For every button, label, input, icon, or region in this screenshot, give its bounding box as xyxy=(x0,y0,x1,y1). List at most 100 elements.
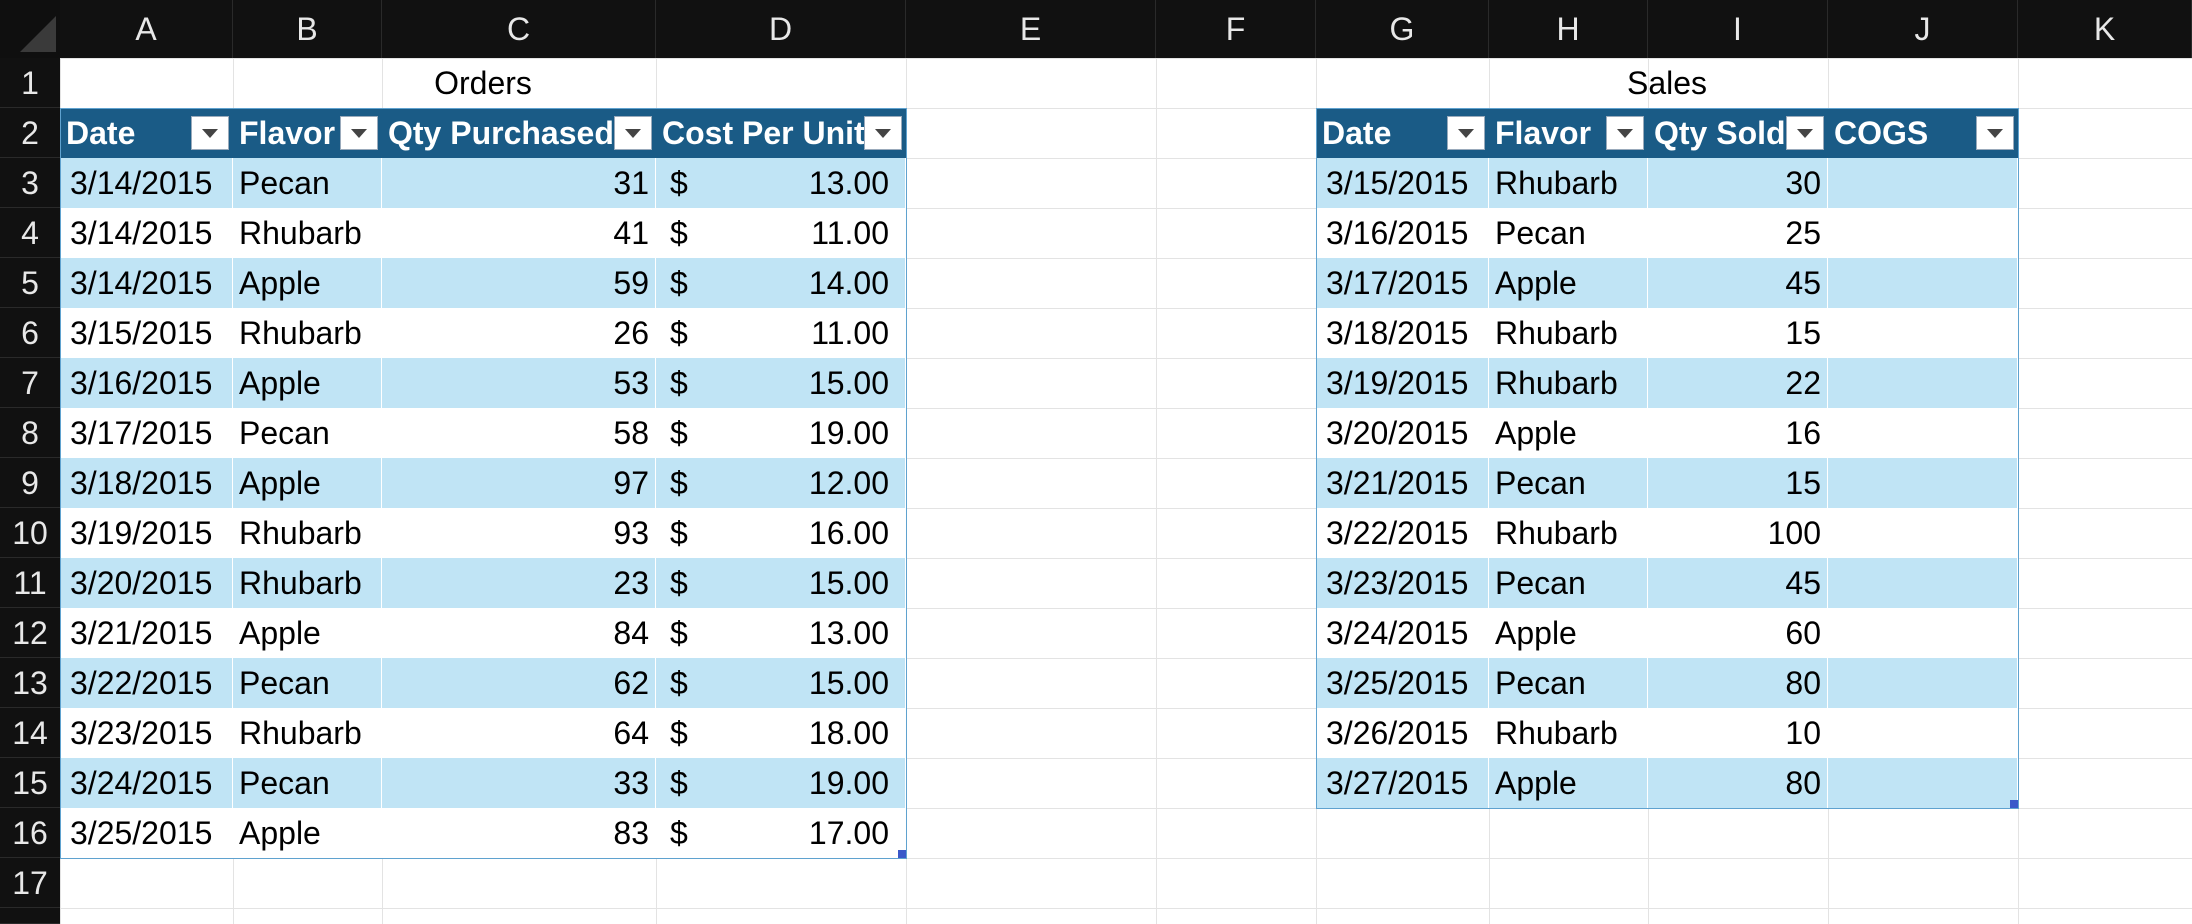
sales-cell[interactable]: 3/20/2015 xyxy=(1316,408,1489,458)
orders-cell[interactable]: 59 xyxy=(382,258,656,308)
orders-cell[interactable]: $17.00 xyxy=(656,808,906,858)
sales-cell[interactable]: Apple xyxy=(1489,258,1648,308)
row-header-9[interactable]: 9 xyxy=(0,458,60,508)
sales-cell[interactable]: 3/26/2015 xyxy=(1316,708,1489,758)
sales-cell[interactable]: 10 xyxy=(1648,708,1828,758)
sales-cell[interactable]: Pecan xyxy=(1489,458,1648,508)
orders-cell[interactable]: 3/14/2015 xyxy=(60,208,233,258)
row-header-11[interactable]: 11 xyxy=(0,558,60,608)
table-resize-handle-icon[interactable] xyxy=(2010,800,2018,808)
sales-cell[interactable]: 3/18/2015 xyxy=(1316,308,1489,358)
sales-cell[interactable]: Apple xyxy=(1489,758,1648,808)
orders-cell[interactable]: Pecan xyxy=(233,408,382,458)
orders-cell[interactable]: Apple xyxy=(233,808,382,858)
sales-cell[interactable]: 80 xyxy=(1648,658,1828,708)
orders-cell[interactable]: 3/15/2015 xyxy=(60,308,233,358)
column-header-j[interactable]: J xyxy=(1828,0,2018,58)
sales-cell[interactable] xyxy=(1828,308,2018,358)
sales-cell[interactable]: 30 xyxy=(1648,158,1828,208)
filter-dropdown-icon[interactable] xyxy=(340,116,378,150)
orders-cell[interactable]: $11.00 xyxy=(656,308,906,358)
row-header-16[interactable]: 16 xyxy=(0,808,60,858)
sales-cell[interactable]: Rhubarb xyxy=(1489,508,1648,558)
orders-cell[interactable]: 31 xyxy=(382,158,656,208)
column-header-f[interactable]: F xyxy=(1156,0,1316,58)
orders-cell[interactable]: 3/21/2015 xyxy=(60,608,233,658)
filter-dropdown-icon[interactable] xyxy=(1976,116,2014,150)
sales-cell[interactable]: Apple xyxy=(1489,608,1648,658)
row-header-14[interactable]: 14 xyxy=(0,708,60,758)
sales-cell[interactable]: Apple xyxy=(1489,408,1648,458)
orders-cell[interactable]: $15.00 xyxy=(656,558,906,608)
orders-cell[interactable]: 3/24/2015 xyxy=(60,758,233,808)
sales-cell[interactable]: Rhubarb xyxy=(1489,358,1648,408)
orders-cell[interactable]: 3/16/2015 xyxy=(60,358,233,408)
sales-cell[interactable] xyxy=(1828,758,2018,808)
sales-cell[interactable]: 100 xyxy=(1648,508,1828,558)
row-header-8[interactable]: 8 xyxy=(0,408,60,458)
sales-cell[interactable]: 3/16/2015 xyxy=(1316,208,1489,258)
orders-cell[interactable]: Rhubarb xyxy=(233,308,382,358)
sales-cell[interactable]: 80 xyxy=(1648,758,1828,808)
orders-cell[interactable]: Rhubarb xyxy=(233,558,382,608)
sales-cell[interactable]: Pecan xyxy=(1489,558,1648,608)
orders-cell[interactable]: 3/17/2015 xyxy=(60,408,233,458)
row-header-6[interactable]: 6 xyxy=(0,308,60,358)
column-header-e[interactable]: E xyxy=(906,0,1156,58)
filter-dropdown-icon[interactable] xyxy=(1606,116,1644,150)
row-header-10[interactable]: 10 xyxy=(0,508,60,558)
orders-cell[interactable]: Apple xyxy=(233,458,382,508)
column-header-b[interactable]: B xyxy=(233,0,382,58)
row-header-3[interactable]: 3 xyxy=(0,158,60,208)
orders-cell[interactable]: 83 xyxy=(382,808,656,858)
sales-cell[interactable] xyxy=(1828,358,2018,408)
sales-cell[interactable]: Pecan xyxy=(1489,208,1648,258)
sales-cell[interactable]: Rhubarb xyxy=(1489,708,1648,758)
filter-dropdown-icon[interactable] xyxy=(864,116,902,150)
sales-cell[interactable]: 3/22/2015 xyxy=(1316,508,1489,558)
orders-cell[interactable]: $13.00 xyxy=(656,158,906,208)
orders-cell[interactable]: Rhubarb xyxy=(233,508,382,558)
sales-cell[interactable]: 15 xyxy=(1648,308,1828,358)
orders-cell[interactable]: Apple xyxy=(233,358,382,408)
sales-cell[interactable]: 60 xyxy=(1648,608,1828,658)
sales-cell[interactable]: 16 xyxy=(1648,408,1828,458)
filter-dropdown-icon[interactable] xyxy=(1786,116,1824,150)
orders-cell[interactable]: $19.00 xyxy=(656,758,906,808)
column-header-i[interactable]: I xyxy=(1648,0,1828,58)
column-header-c[interactable]: C xyxy=(382,0,656,58)
orders-cell[interactable]: 23 xyxy=(382,558,656,608)
sales-cell[interactable] xyxy=(1828,708,2018,758)
orders-cell[interactable]: 3/25/2015 xyxy=(60,808,233,858)
orders-cell[interactable]: 3/14/2015 xyxy=(60,158,233,208)
orders-cell[interactable]: $15.00 xyxy=(656,358,906,408)
orders-cell[interactable]: 62 xyxy=(382,658,656,708)
row-header-13[interactable]: 13 xyxy=(0,658,60,708)
row-header-12[interactable]: 12 xyxy=(0,608,60,658)
sales-cell[interactable]: 3/19/2015 xyxy=(1316,358,1489,408)
sales-cell[interactable]: 3/15/2015 xyxy=(1316,158,1489,208)
orders-cell[interactable]: 53 xyxy=(382,358,656,408)
orders-cell[interactable]: Rhubarb xyxy=(233,708,382,758)
sales-cell[interactable]: 3/21/2015 xyxy=(1316,458,1489,508)
filter-dropdown-icon[interactable] xyxy=(191,116,229,150)
orders-cell[interactable]: 97 xyxy=(382,458,656,508)
orders-cell[interactable]: 3/20/2015 xyxy=(60,558,233,608)
sales-cell[interactable] xyxy=(1828,408,2018,458)
row-header-5[interactable]: 5 xyxy=(0,258,60,308)
filter-dropdown-icon[interactable] xyxy=(1447,116,1485,150)
sales-cell[interactable]: 3/24/2015 xyxy=(1316,608,1489,658)
orders-cell[interactable]: Apple xyxy=(233,258,382,308)
sales-cell[interactable]: 3/17/2015 xyxy=(1316,258,1489,308)
column-header-a[interactable]: A xyxy=(60,0,233,58)
sales-cell[interactable]: Rhubarb xyxy=(1489,308,1648,358)
orders-cell[interactable]: 64 xyxy=(382,708,656,758)
sales-cell[interactable] xyxy=(1828,558,2018,608)
sales-cell[interactable] xyxy=(1828,508,2018,558)
orders-cell[interactable]: Pecan xyxy=(233,758,382,808)
filter-dropdown-icon[interactable] xyxy=(614,116,652,150)
orders-header-qty-purchased[interactable]: Qty Purchased xyxy=(382,108,656,158)
orders-cell[interactable]: Pecan xyxy=(233,658,382,708)
sales-cell[interactable] xyxy=(1828,608,2018,658)
row-header-4[interactable]: 4 xyxy=(0,208,60,258)
